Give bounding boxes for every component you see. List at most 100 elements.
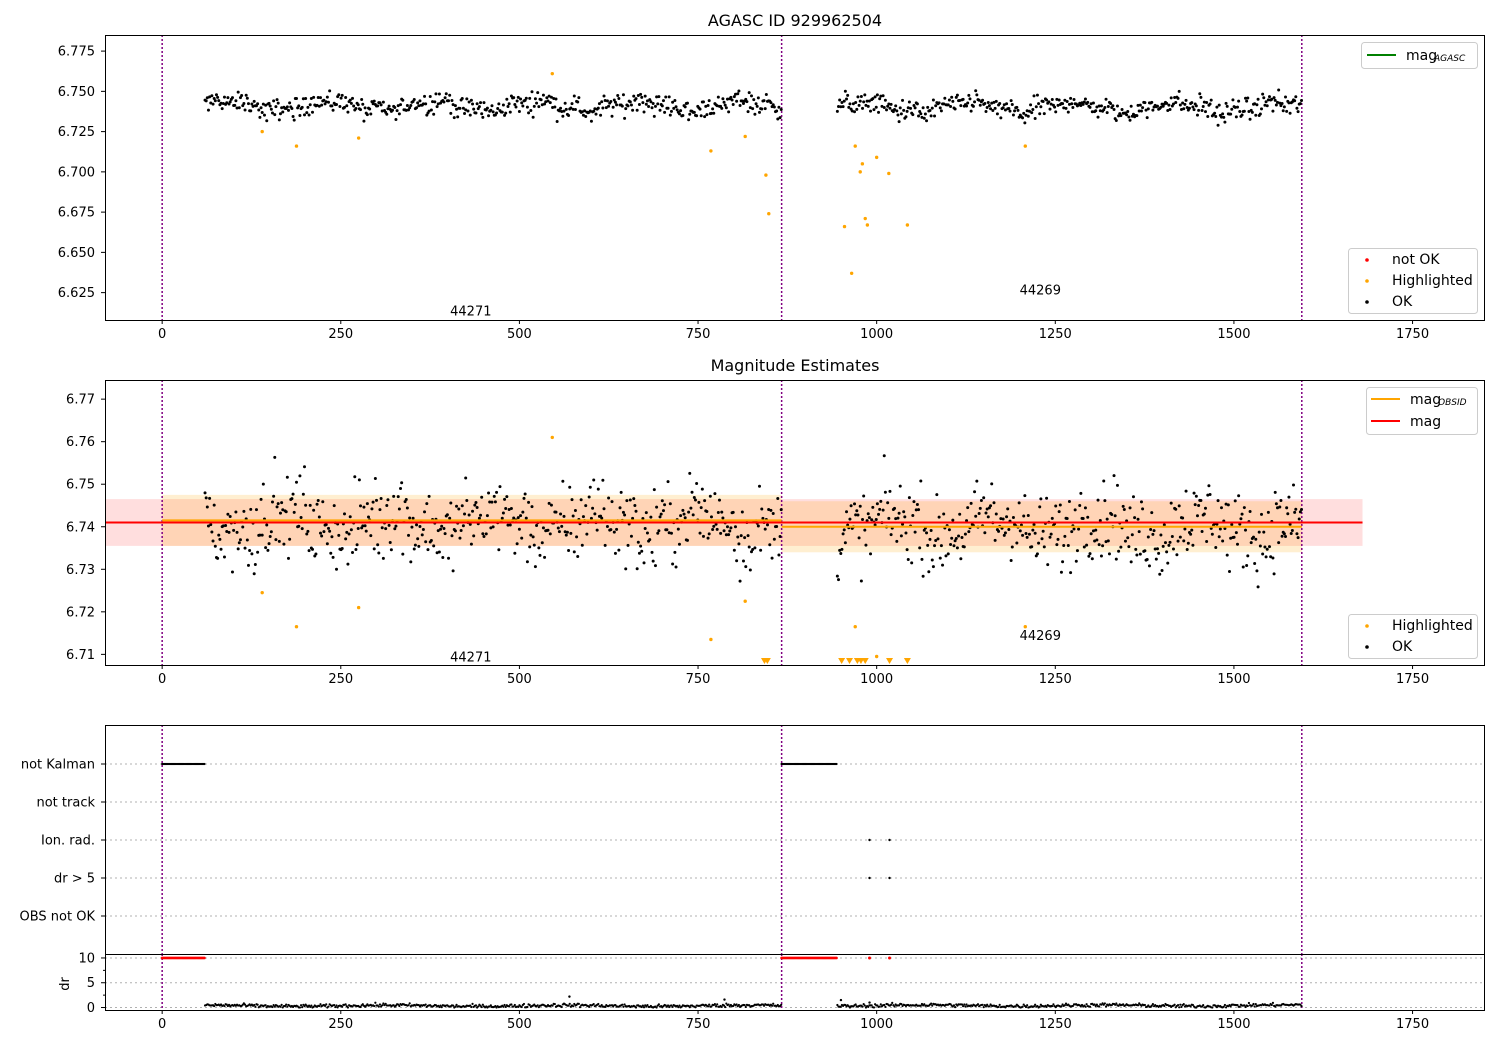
highlighted-point [905,223,910,227]
ok-point [447,556,451,560]
ok-point [1049,102,1053,106]
ok-point [937,101,941,105]
ok-point [747,545,751,549]
ok-point [1284,534,1288,538]
ok-point [599,113,603,117]
ok-point [495,490,499,494]
ok-point [335,102,339,106]
ok-point [843,541,847,545]
ok-point [1257,530,1261,534]
dr-point [1252,1002,1255,1006]
ok-point [277,118,281,122]
ok-point [404,108,408,112]
legend-label: OK [1392,294,1413,310]
ok-point [729,526,733,530]
ok-point [1086,100,1090,104]
ok-point [873,523,877,527]
ok-point [1287,495,1291,499]
ok-point [687,510,691,514]
ok-point [457,507,461,511]
ok-point [1206,493,1210,497]
ok-point [1254,113,1258,117]
highlighted-point [1023,625,1027,629]
ok-point [1127,115,1131,119]
dr-point [884,1005,887,1008]
highlighted-point [863,216,867,221]
highlighted-point [743,134,747,139]
ok-point [467,100,471,104]
ok-point [532,104,536,108]
ok-point [922,528,926,532]
dr-point [1274,1005,1277,1008]
ok-point [525,560,529,564]
ok-point [1197,503,1201,507]
ok-point [725,525,729,529]
ok-point [1223,120,1227,124]
ok-point [1023,121,1027,125]
ok-point [1085,543,1089,547]
ok-point [1199,498,1203,502]
ok-point [1090,110,1094,114]
dr-point [1253,1005,1256,1008]
dr-point [512,1005,515,1008]
ok-point [779,508,783,512]
ok-point [220,107,224,111]
ok-point [649,100,653,104]
dr-point [333,1003,336,1007]
ok-point [981,98,985,102]
ok-point [291,492,295,496]
ok-point [226,96,230,100]
ok-point [887,102,891,106]
ok-point [966,101,970,105]
ok-point [989,107,993,111]
ok-point [1114,118,1118,122]
ok-point [537,105,541,109]
ok-point [1293,99,1297,103]
ok-point [252,572,256,576]
ok-point [570,498,574,502]
ok-point [1129,560,1133,564]
y-tick-label: 6.775 [58,45,95,60]
ok-point [717,498,721,502]
ok-point [655,505,659,509]
ok-point [236,547,240,551]
ok-point [1273,98,1277,102]
ok-point [1066,110,1070,114]
ok-point [326,100,330,104]
ok-point [655,95,659,99]
ok-point [984,109,988,113]
ok-point [387,104,391,108]
flag-point [868,838,871,842]
ok-point [1091,101,1095,105]
ok-point [1088,552,1092,556]
ok-point [524,516,528,520]
ok-point [1266,510,1270,514]
ok-point [315,103,319,107]
ok-point [440,524,444,528]
ok-point [1112,107,1116,111]
ok-point [978,506,982,510]
ok-point [490,500,494,504]
dr-point [454,1005,457,1008]
ok-point [469,542,473,546]
dr-point [273,1005,276,1008]
ok-point [1200,109,1204,113]
ok-point [577,96,581,100]
ok-point [278,511,282,515]
ok-point [619,490,623,494]
ok-point [565,530,569,534]
obsid-label: 44269 [1020,283,1061,298]
ok-point [448,516,452,520]
ok-point [396,495,400,499]
ok-point [227,530,231,534]
ok-point [530,505,534,509]
ok-point [337,93,341,97]
ok-point [616,93,620,97]
ok-point [322,98,326,102]
dr-point [898,1004,901,1007]
ok-point [259,497,263,501]
highlighted-point [865,223,870,227]
ok-point [213,544,217,548]
ok-point [362,119,366,123]
